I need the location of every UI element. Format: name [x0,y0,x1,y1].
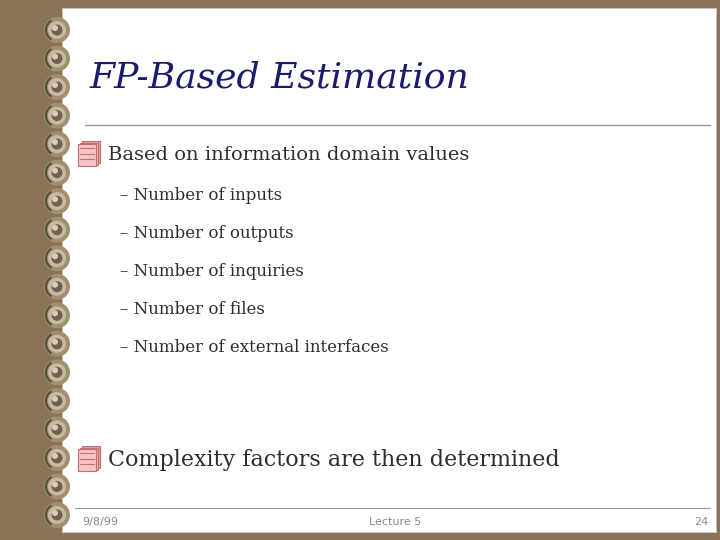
Text: – Number of inquiries: – Number of inquiries [120,262,304,280]
Circle shape [44,217,70,242]
Circle shape [52,281,63,292]
Circle shape [52,111,58,117]
Circle shape [52,367,58,373]
Circle shape [44,74,70,100]
Circle shape [44,502,70,528]
Circle shape [48,164,66,181]
Text: – Number of outputs: – Number of outputs [120,225,294,241]
Circle shape [48,78,66,96]
Circle shape [48,221,66,239]
Circle shape [52,139,63,150]
Circle shape [52,82,63,92]
Circle shape [52,110,63,121]
Circle shape [52,481,63,492]
Circle shape [48,21,66,39]
Circle shape [52,139,58,145]
Circle shape [44,416,70,442]
Bar [82,446,100,468]
Circle shape [52,24,63,36]
Text: 24: 24 [694,517,708,527]
Circle shape [48,477,66,496]
Circle shape [52,453,63,463]
Circle shape [44,445,70,471]
Circle shape [52,167,58,174]
Circle shape [48,249,66,267]
Circle shape [52,225,58,231]
Circle shape [44,388,70,414]
Circle shape [52,367,63,378]
Circle shape [44,359,70,386]
Circle shape [52,310,58,316]
Circle shape [52,282,58,288]
Circle shape [44,274,70,300]
Circle shape [52,253,58,259]
Circle shape [52,453,58,459]
Circle shape [44,160,70,186]
Circle shape [52,339,63,349]
Text: 9/8/99: 9/8/99 [82,517,118,527]
Circle shape [48,363,66,381]
Circle shape [52,396,58,402]
Text: – Number of inputs: – Number of inputs [120,186,282,204]
Circle shape [48,392,66,410]
Circle shape [44,245,70,271]
Circle shape [52,424,58,430]
Circle shape [48,278,66,296]
Circle shape [52,25,58,31]
Circle shape [52,195,63,207]
Circle shape [52,482,58,488]
Text: – Number of external interfaces: – Number of external interfaces [120,339,389,355]
Circle shape [48,106,66,125]
Circle shape [48,506,66,524]
Circle shape [52,395,63,407]
Circle shape [48,50,66,68]
Circle shape [48,135,66,153]
Bar [80,448,98,470]
Circle shape [52,510,63,521]
Circle shape [52,53,58,59]
Circle shape [48,306,66,325]
Circle shape [52,196,58,202]
Text: Based on information domain values: Based on information domain values [108,146,469,164]
Circle shape [52,167,63,178]
Circle shape [44,17,70,43]
Text: – Number of files: – Number of files [120,300,265,318]
Circle shape [44,188,70,214]
Circle shape [48,421,66,438]
Text: Complexity factors are then determined: Complexity factors are then determined [108,449,559,471]
Circle shape [44,131,70,157]
Circle shape [52,424,63,435]
Text: Lecture 5: Lecture 5 [369,517,421,527]
Circle shape [48,335,66,353]
Circle shape [44,103,70,129]
Circle shape [48,449,66,467]
Circle shape [52,224,63,235]
Circle shape [52,253,63,264]
Circle shape [52,310,63,321]
Circle shape [52,53,63,64]
Bar [78,144,96,166]
Bar [82,141,100,163]
Text: FP-Based Estimation: FP-Based Estimation [90,60,469,94]
Circle shape [44,474,70,500]
Circle shape [44,45,70,71]
Bar [80,143,98,165]
Bar [78,449,96,471]
Circle shape [52,339,58,345]
Circle shape [52,82,58,88]
Circle shape [44,331,70,357]
Circle shape [52,510,58,516]
Circle shape [44,302,70,328]
Circle shape [48,192,66,210]
